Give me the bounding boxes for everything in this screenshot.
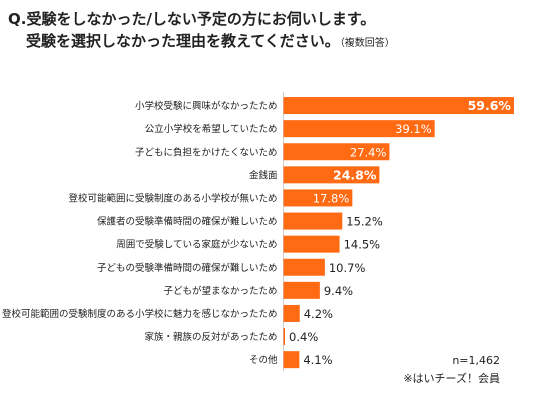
title-line-2-text: 受験を選択しなかった理由を教えてください。 — [26, 32, 340, 50]
data-label: 4.2% — [304, 307, 333, 321]
bar — [283, 97, 514, 115]
category-label: 登校可能範囲の受験制度のある小学校に魅力を感じなかったため — [2, 308, 278, 320]
bar — [283, 328, 286, 346]
category-label: 登校可能範囲に受験制度のある小学校が無いため — [68, 192, 277, 204]
bar — [283, 304, 300, 322]
data-label: 27.4% — [350, 145, 387, 159]
category-label: 保護者の受験準備時間の確保が難しいため — [97, 216, 278, 228]
title-line-1: Q.受験をしなかった/しない予定の方にお伺いします。 — [8, 10, 376, 28]
category-label: 家族・親族の反対があったため — [144, 331, 277, 343]
title-note: （複数回答） — [339, 38, 395, 49]
category-label: 金銭面 — [249, 169, 278, 181]
category-label: 子どもに負担をかけたくないため — [135, 146, 278, 158]
sample-size: n=1,462 — [452, 354, 500, 367]
data-label: 15.2% — [346, 215, 383, 229]
chart-title: Q.受験をしなかった/しない予定の方にお伺いします。 受験を選択しなかった理由を… — [8, 8, 395, 55]
data-label: 59.6% — [468, 98, 512, 113]
category-label: 小学校受験に興味がなかったため — [135, 100, 278, 112]
data-label: 10.7% — [329, 261, 366, 275]
title-line-2: 受験を選択しなかった理由を教えてください。（複数回答） — [8, 30, 395, 55]
bar — [283, 351, 300, 369]
category-label: 公立小学校を希望していたため — [145, 123, 278, 135]
source-note: ※はいチーズ！会員 — [403, 372, 500, 385]
data-label: 24.8% — [333, 167, 377, 182]
data-label: 39.1% — [395, 122, 432, 136]
bar — [283, 166, 380, 184]
data-label: 4.1% — [303, 353, 332, 367]
bar — [283, 281, 320, 299]
category-label: 子どもの受験準備時間の確保が難しいため — [97, 262, 278, 274]
bar — [283, 235, 340, 253]
bar — [283, 120, 435, 138]
category-label: その他 — [249, 354, 278, 366]
data-label: 9.4% — [324, 284, 353, 298]
category-label: 子どもが望まなかったため — [163, 285, 277, 297]
data-label: 0.4% — [289, 330, 318, 344]
bar — [283, 212, 343, 230]
category-label: 周囲で受験している家庭が少ないため — [116, 239, 277, 251]
bar — [283, 258, 325, 276]
data-label: 17.8% — [313, 191, 350, 205]
bar — [283, 189, 353, 207]
data-label: 14.5% — [344, 238, 381, 252]
bar — [283, 143, 390, 161]
